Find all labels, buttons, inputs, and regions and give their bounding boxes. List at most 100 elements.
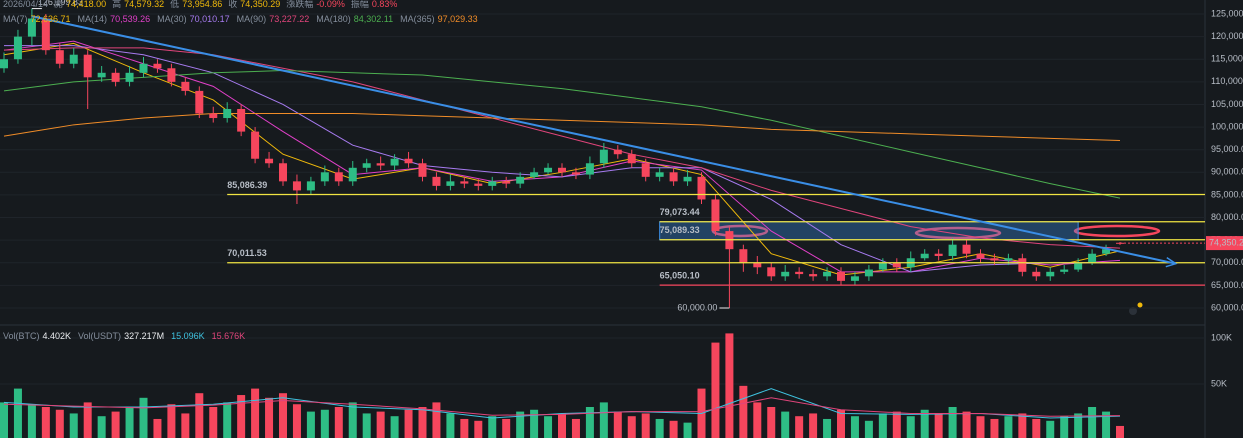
legend-name: MA(180) — [316, 14, 351, 24]
header-label: 高 — [112, 0, 121, 9]
volume-bar — [251, 388, 260, 438]
volume-bar — [446, 413, 455, 438]
level-label: 75,089.33 — [660, 225, 700, 235]
candle-body — [251, 131, 260, 159]
legend-name: MA(7) — [3, 14, 28, 24]
y-tick-label: 125,000.00 — [1211, 8, 1243, 18]
volume-bar — [1088, 407, 1097, 438]
volume-bar — [404, 409, 413, 438]
ma-line — [3, 47, 1121, 249]
header-value: 73,954.86 — [182, 0, 222, 9]
volume-bar — [1060, 416, 1069, 438]
volume-bar — [669, 420, 678, 438]
legend-name: MA(90) — [237, 14, 267, 24]
volume-bar — [934, 413, 943, 438]
ma-line — [3, 397, 1121, 417]
volume-bar — [725, 333, 734, 438]
candle-body — [1004, 258, 1013, 261]
volume-bar — [892, 411, 901, 438]
volume-bar — [990, 418, 999, 438]
candle-body — [97, 72, 106, 78]
last-price-label: 74,350.2 — [1209, 237, 1243, 247]
legend-value: 73,227.22 — [269, 14, 309, 24]
volume-bar — [544, 416, 553, 438]
header-label: 振幅 — [351, 0, 369, 9]
candle-body — [111, 72, 120, 82]
legend-value: 70,010.17 — [190, 14, 230, 24]
volume-bar — [55, 409, 64, 438]
candle-body — [69, 54, 78, 64]
candle-body — [376, 163, 385, 166]
volume-bar — [362, 413, 371, 438]
volume-bar — [753, 402, 762, 438]
header-value: -0.09% — [316, 0, 345, 9]
level-label: 70,011.53 — [227, 248, 267, 258]
volume-bar — [111, 411, 120, 438]
candle-body — [697, 176, 706, 200]
annotation-label: 60,000.00 — [677, 302, 717, 312]
candle-body — [934, 253, 943, 256]
candle-body — [0, 59, 8, 69]
header-label: 收 — [228, 0, 237, 9]
candle-body — [460, 181, 469, 184]
candle-body — [962, 244, 971, 254]
candle-body — [530, 172, 539, 177]
y-tick-label: 60,000.00 — [1211, 302, 1243, 312]
volume-bar — [627, 416, 636, 438]
candle-body — [767, 267, 776, 277]
volume-bar — [167, 404, 176, 438]
volume-bar — [948, 407, 957, 438]
candle-body — [13, 36, 22, 60]
header: 2026/04/14 開 74,418.00 高 74,579.32 低 73,954.86… — [3, 0, 397, 9]
volume-bar — [27, 404, 36, 438]
candle-body — [320, 172, 329, 182]
candle-body — [292, 181, 301, 191]
y-tick-label: 80,000.00 — [1211, 212, 1243, 222]
volume-bar — [237, 395, 246, 438]
volume-bar — [69, 413, 78, 438]
candle-body — [558, 167, 566, 173]
volume-bar — [125, 407, 134, 438]
candle-body — [823, 271, 832, 277]
candle-body — [683, 176, 692, 182]
candle-body — [1102, 249, 1111, 254]
candle-body — [878, 262, 887, 270]
legend-value: 97,029.33 — [438, 14, 478, 24]
candle-body — [1074, 262, 1083, 270]
y-tick-label: 50K — [1211, 378, 1227, 388]
candle-body — [892, 262, 901, 268]
volume-bar — [41, 407, 50, 438]
highlight-ellipse — [914, 226, 1002, 240]
legend-name: Vol(USDT) — [78, 331, 121, 341]
candle-body — [306, 181, 315, 191]
candle-body — [516, 176, 525, 184]
legend-name: MA(365) — [400, 14, 435, 24]
volume-bar — [571, 418, 580, 438]
candle-body — [27, 18, 36, 37]
volume-bar — [599, 402, 608, 438]
volume-bar — [97, 416, 106, 438]
volume-bar — [181, 413, 190, 438]
volume-bar — [502, 418, 511, 438]
volume-bar — [223, 402, 232, 438]
icon[interactable] — [1129, 307, 1137, 315]
candle-body — [948, 244, 957, 256]
candle-body — [209, 113, 218, 119]
level-label: 79,073.44 — [660, 207, 700, 217]
candle-body — [864, 269, 873, 277]
volume-bar — [683, 422, 692, 438]
volume-bar — [878, 413, 887, 438]
volume-bar — [1018, 413, 1027, 438]
candle-body — [125, 72, 134, 82]
volume-bar — [781, 411, 790, 438]
last-price-tag — [1206, 236, 1243, 251]
volume-bar — [976, 416, 985, 438]
volume-bar — [279, 393, 287, 438]
ma-line — [3, 113, 1121, 142]
candle-body — [181, 81, 190, 91]
candle-body — [976, 253, 985, 259]
candle-body — [432, 176, 441, 186]
volume-bar — [153, 418, 162, 438]
volume-bar — [390, 416, 399, 438]
